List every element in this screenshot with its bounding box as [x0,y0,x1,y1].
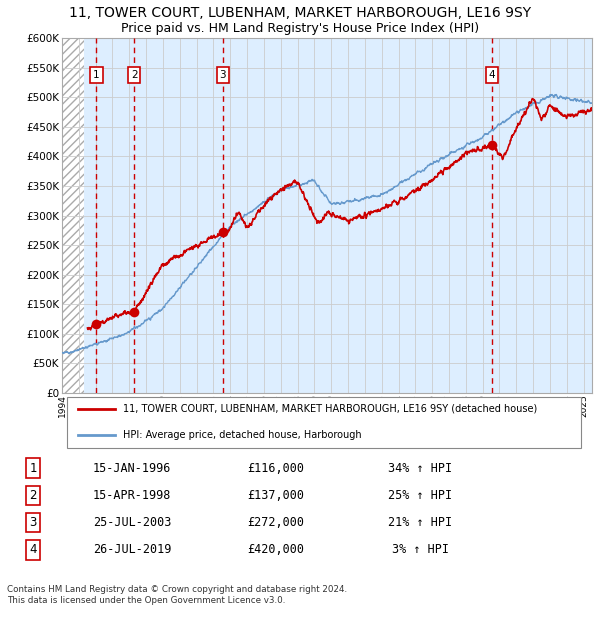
Text: 3% ↑ HPI: 3% ↑ HPI [392,543,449,556]
Text: Price paid vs. HM Land Registry's House Price Index (HPI): Price paid vs. HM Land Registry's House … [121,22,479,35]
Text: 2: 2 [131,70,137,80]
Text: 25% ↑ HPI: 25% ↑ HPI [388,489,452,502]
Text: 4: 4 [489,70,496,80]
Text: 2: 2 [29,489,37,502]
Text: 34% ↑ HPI: 34% ↑ HPI [388,462,452,475]
Text: 11, TOWER COURT, LUBENHAM, MARKET HARBOROUGH, LE16 9SY (detached house): 11, TOWER COURT, LUBENHAM, MARKET HARBOR… [123,404,537,414]
Text: 3: 3 [220,70,226,80]
Text: 3: 3 [29,516,37,529]
Text: £272,000: £272,000 [248,516,305,529]
Text: £137,000: £137,000 [248,489,305,502]
Text: Contains HM Land Registry data © Crown copyright and database right 2024.
This d: Contains HM Land Registry data © Crown c… [7,585,347,604]
Text: £420,000: £420,000 [248,543,305,556]
FancyBboxPatch shape [67,397,581,448]
Text: 1: 1 [29,462,37,475]
Text: 1: 1 [93,70,100,80]
Text: 21% ↑ HPI: 21% ↑ HPI [388,516,452,529]
Text: £116,000: £116,000 [248,462,305,475]
Text: 11, TOWER COURT, LUBENHAM, MARKET HARBOROUGH, LE16 9SY: 11, TOWER COURT, LUBENHAM, MARKET HARBOR… [69,6,531,20]
Bar [62,38,84,393]
Text: 26-JUL-2019: 26-JUL-2019 [93,543,171,556]
Text: 15-JAN-1996: 15-JAN-1996 [93,462,171,475]
Text: 4: 4 [29,543,37,556]
Text: HPI: Average price, detached house, Harborough: HPI: Average price, detached house, Harb… [123,430,362,440]
Text: 15-APR-1998: 15-APR-1998 [93,489,171,502]
Text: 25-JUL-2003: 25-JUL-2003 [93,516,171,529]
